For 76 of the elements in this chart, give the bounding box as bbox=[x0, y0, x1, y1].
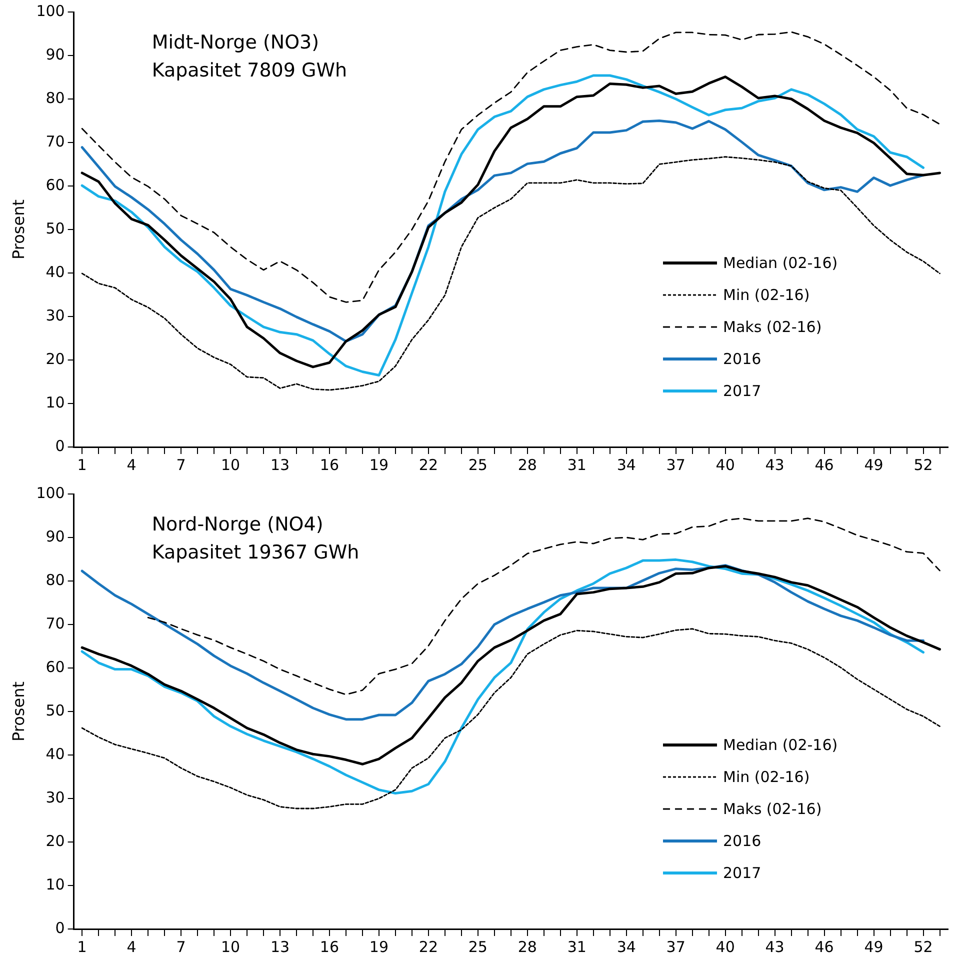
legend-label: 2017 bbox=[723, 864, 762, 882]
x-tick-label: 43 bbox=[765, 456, 784, 474]
x-tick-label: 31 bbox=[567, 456, 586, 474]
x-tick-label: 13 bbox=[270, 938, 290, 956]
x-tick-label: 37 bbox=[666, 456, 686, 474]
x-tick-label: 1 bbox=[77, 938, 87, 956]
y-tick-label: 60 bbox=[46, 176, 65, 194]
y-tick-label: 10 bbox=[46, 393, 65, 412]
x-tick-label: 16 bbox=[320, 456, 340, 474]
x-tick-label: 46 bbox=[814, 456, 834, 474]
x-tick-label: 52 bbox=[914, 938, 933, 956]
x-tick-label: 25 bbox=[468, 938, 488, 956]
x-tick-label: 40 bbox=[716, 938, 735, 956]
y-tick-label: 30 bbox=[46, 306, 65, 324]
y-tick-label: 0 bbox=[55, 436, 65, 455]
y-tick-label: 50 bbox=[46, 219, 65, 238]
x-tick-label: 49 bbox=[864, 938, 884, 956]
y-tick-label: 70 bbox=[46, 614, 65, 632]
y-tick-label: 20 bbox=[46, 350, 65, 368]
x-tick-label: 25 bbox=[468, 456, 488, 474]
x-tick-label: 7 bbox=[176, 938, 186, 956]
x-tick-label: 4 bbox=[126, 456, 136, 474]
y-axis-title: Prosent bbox=[8, 200, 28, 260]
x-tick-label: 4 bbox=[126, 938, 136, 956]
x-tick-label: 43 bbox=[765, 938, 784, 956]
x-tick-label: 34 bbox=[616, 456, 636, 474]
x-tick-label: 19 bbox=[369, 938, 389, 956]
y-tick-label: 80 bbox=[46, 570, 65, 589]
legend-label: Maks (02-16) bbox=[723, 318, 822, 336]
x-tick-label: 22 bbox=[418, 938, 438, 956]
legend-label: Median (02-16) bbox=[723, 736, 838, 754]
x-tick-label: 16 bbox=[320, 938, 340, 956]
text: Midt-Norge (NO3) bbox=[152, 31, 320, 54]
x-tick-label: 31 bbox=[567, 938, 586, 956]
x-tick-label: 52 bbox=[914, 456, 933, 474]
y-tick-label: 60 bbox=[46, 658, 65, 676]
legend-label: 2016 bbox=[723, 350, 762, 368]
x-tick-label: 28 bbox=[518, 456, 537, 474]
y-tick-label: 100 bbox=[36, 2, 65, 20]
y-tick-label: 50 bbox=[46, 701, 65, 720]
legend-label: Maks (02-16) bbox=[723, 800, 822, 818]
legend-label: 2017 bbox=[723, 382, 762, 400]
x-tick-label: 19 bbox=[369, 456, 389, 474]
line-series bbox=[147, 518, 940, 696]
legend-label: Min (02-16) bbox=[723, 768, 810, 786]
y-tick-label: 90 bbox=[46, 45, 65, 64]
y-axis-title: Prosent bbox=[8, 682, 28, 742]
y-tick-label: 0 bbox=[55, 918, 65, 937]
x-tick-label: 34 bbox=[616, 938, 636, 956]
text: Kapasitet 7809 GWh bbox=[152, 59, 348, 82]
y-tick-label: 70 bbox=[46, 132, 65, 150]
y-tick-label: 40 bbox=[46, 744, 65, 763]
x-tick-label: 22 bbox=[418, 456, 438, 474]
y-tick-label: 90 bbox=[46, 527, 65, 546]
text: Nord-Norge (NO4) bbox=[152, 513, 324, 536]
x-tick-label: 1 bbox=[77, 456, 87, 474]
y-tick-label: 40 bbox=[46, 262, 65, 281]
x-tick-label: 40 bbox=[716, 456, 735, 474]
x-tick-label: 10 bbox=[220, 938, 240, 956]
y-tick-label: 30 bbox=[46, 788, 65, 806]
x-tick-label: 13 bbox=[270, 456, 290, 474]
x-tick-label: 28 bbox=[518, 938, 537, 956]
y-tick-label: 100 bbox=[36, 484, 65, 502]
y-tick-label: 10 bbox=[46, 875, 65, 894]
y-tick-label: 80 bbox=[46, 88, 65, 107]
x-tick-label: 10 bbox=[220, 456, 240, 474]
x-tick-label: 37 bbox=[666, 938, 686, 956]
line-series bbox=[81, 31, 940, 303]
text: Kapasitet 19367 GWh bbox=[152, 541, 360, 564]
legend-label: 2016 bbox=[723, 832, 762, 850]
x-tick-label: 7 bbox=[176, 456, 186, 474]
legend-label: Median (02-16) bbox=[723, 254, 838, 272]
x-tick-label: 46 bbox=[814, 938, 834, 956]
y-tick-label: 20 bbox=[46, 832, 65, 850]
x-tick-label: 49 bbox=[864, 456, 884, 474]
legend-label: Min (02-16) bbox=[723, 286, 810, 304]
